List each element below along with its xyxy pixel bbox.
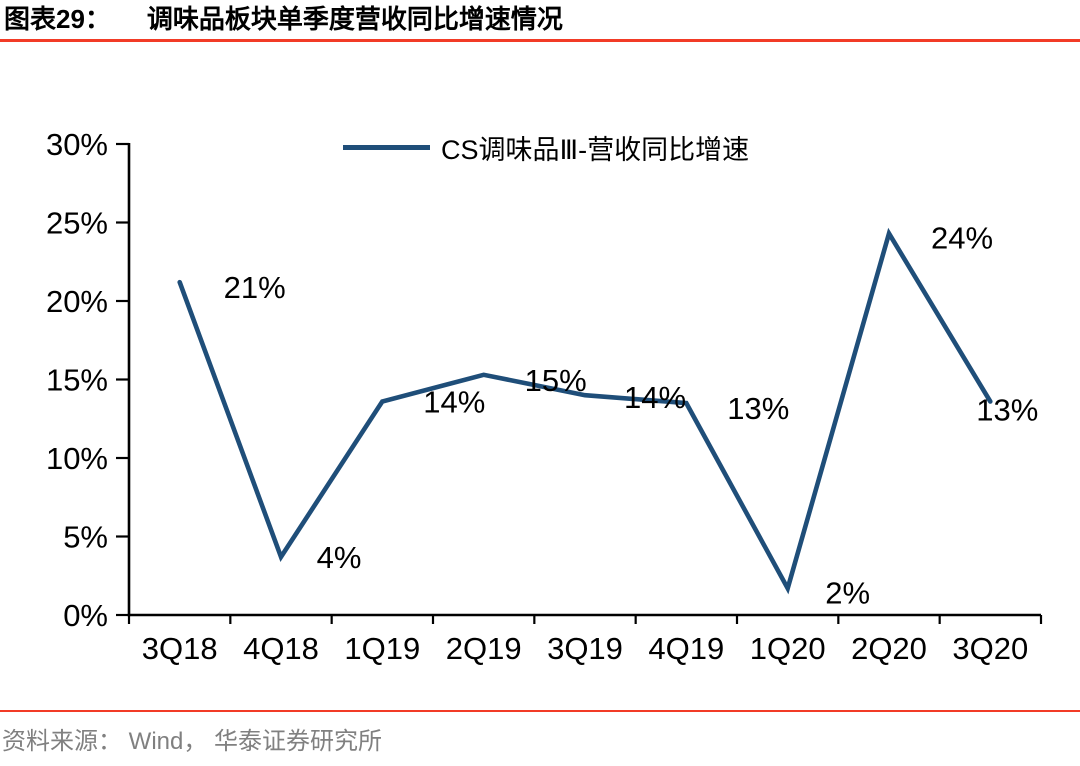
y-tick-label: 15% bbox=[46, 363, 108, 398]
legend: CS调味品Ⅲ-营收同比增速 bbox=[343, 131, 749, 165]
data-point-label: 21% bbox=[224, 270, 286, 305]
y-tick-label: 20% bbox=[46, 284, 108, 319]
y-tick-label: 10% bbox=[46, 441, 108, 476]
chart-title: 调味品板块单季度营收同比增速情况 bbox=[146, 4, 563, 34]
footer-divider-line bbox=[0, 710, 1080, 712]
y-tick-label: 30% bbox=[46, 127, 108, 162]
x-tick-label: 4Q18 bbox=[243, 631, 319, 666]
x-tick-label: 3Q18 bbox=[142, 631, 218, 666]
legend-line-sample bbox=[343, 144, 430, 150]
x-tick-label: 4Q19 bbox=[648, 631, 724, 666]
y-tick-label: 0% bbox=[63, 598, 108, 633]
title-divider-line bbox=[0, 39, 1080, 42]
data-point-label: 14% bbox=[423, 384, 485, 419]
figure-label: 图表29： bbox=[4, 4, 111, 34]
series-line bbox=[177, 227, 993, 595]
x-tick-label: 1Q20 bbox=[750, 631, 826, 666]
figure-header: 图表29： 调味品板块单季度营收同比增速情况 bbox=[4, 3, 563, 35]
y-tick-label: 25% bbox=[46, 206, 108, 241]
data-point-label: 15% bbox=[525, 363, 587, 398]
y-tick-label: 5% bbox=[63, 520, 108, 555]
data-point-label: 2% bbox=[825, 575, 870, 610]
data-point-label: 14% bbox=[624, 380, 686, 415]
data-point-label: 13% bbox=[727, 391, 789, 426]
data-point-label: 13% bbox=[976, 392, 1038, 427]
x-tick-label: 1Q19 bbox=[344, 631, 420, 666]
source-note: 资料来源： Wind， 华泰证券研究所 bbox=[2, 728, 383, 755]
data-point-label: 4% bbox=[317, 540, 362, 575]
x-tick-label: 2Q20 bbox=[851, 631, 927, 666]
legend-label: CS调味品Ⅲ-营收同比增速 bbox=[441, 134, 750, 165]
x-tick-label: 2Q19 bbox=[446, 631, 522, 666]
x-tick-label: 3Q20 bbox=[952, 631, 1028, 666]
x-tick-label: 3Q19 bbox=[547, 631, 623, 666]
data-point-label: 24% bbox=[931, 220, 993, 255]
